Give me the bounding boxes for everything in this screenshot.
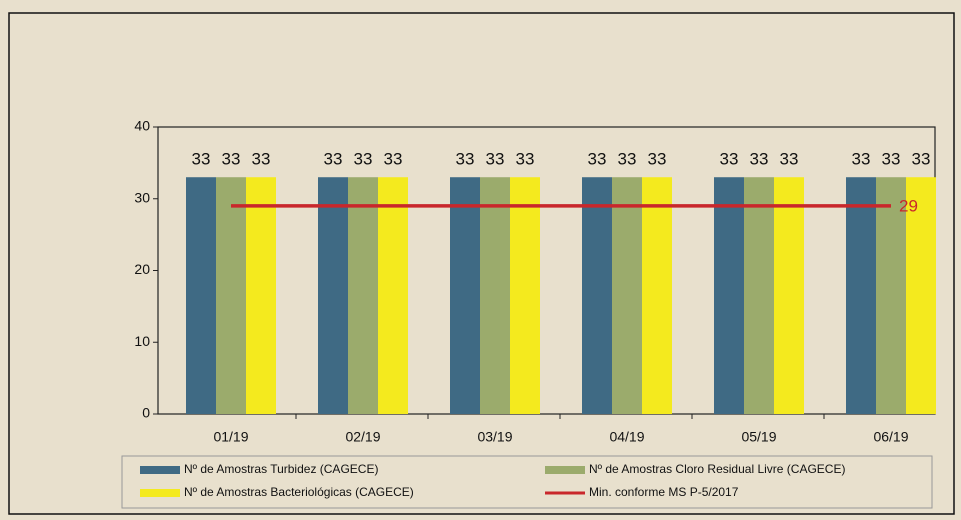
data-label: 33 [618,150,637,169]
x-tick-label: 05/19 [741,429,776,445]
legend-swatch [140,466,180,474]
data-label: 33 [912,150,931,169]
bar [246,177,276,414]
bar [378,177,408,414]
data-label: 29 [899,196,918,215]
bar [846,177,876,414]
x-tick-label: 04/19 [609,429,644,445]
bar [348,177,378,414]
bar [216,177,246,414]
bar [876,177,906,414]
legend-swatch [545,466,585,474]
y-tick-label: 30 [134,189,150,205]
data-label: 33 [852,150,871,169]
y-tick-label: 10 [134,333,150,349]
legend-label: Nº de Amostras Bacteriológicas (CAGECE) [184,485,414,499]
bar [774,177,804,414]
legend-label: Min. conforme MS P-5/2017 [589,485,739,499]
bar [318,177,348,414]
bar [480,177,510,414]
bar [510,177,540,414]
bar [612,177,642,414]
bar [186,177,216,414]
legend-box [121,455,933,509]
data-label: 33 [588,150,607,169]
bar [906,177,936,414]
data-label: 33 [456,150,475,169]
bar [642,177,672,414]
data-label: 33 [516,150,535,169]
x-tick-label: 03/19 [477,429,512,445]
data-label: 33 [486,150,505,169]
data-label: 33 [648,150,667,169]
data-label: 33 [324,150,343,169]
y-tick-label: 20 [134,261,150,277]
y-tick-label: 0 [142,405,150,421]
legend-label: Nº de Amostras Turbidez (CAGECE) [184,462,378,476]
data-label: 33 [354,150,373,169]
bar [744,177,774,414]
y-tick-label: 40 [134,118,150,134]
data-label: 33 [252,150,271,169]
data-label: 33 [192,150,211,169]
legend-label: Nº de Amostras Cloro Residual Livre (CAG… [589,462,845,476]
data-label: 33 [882,150,901,169]
data-label: 33 [780,150,799,169]
data-label: 33 [222,150,241,169]
bar [714,177,744,414]
x-tick-label: 06/19 [873,429,908,445]
data-label: 33 [384,150,403,169]
legend-swatch [140,489,180,497]
x-tick-label: 02/19 [345,429,380,445]
x-tick-label: 01/19 [213,429,248,445]
bar [450,177,480,414]
bar [582,177,612,414]
data-label: 33 [750,150,769,169]
data-label: 33 [720,150,739,169]
